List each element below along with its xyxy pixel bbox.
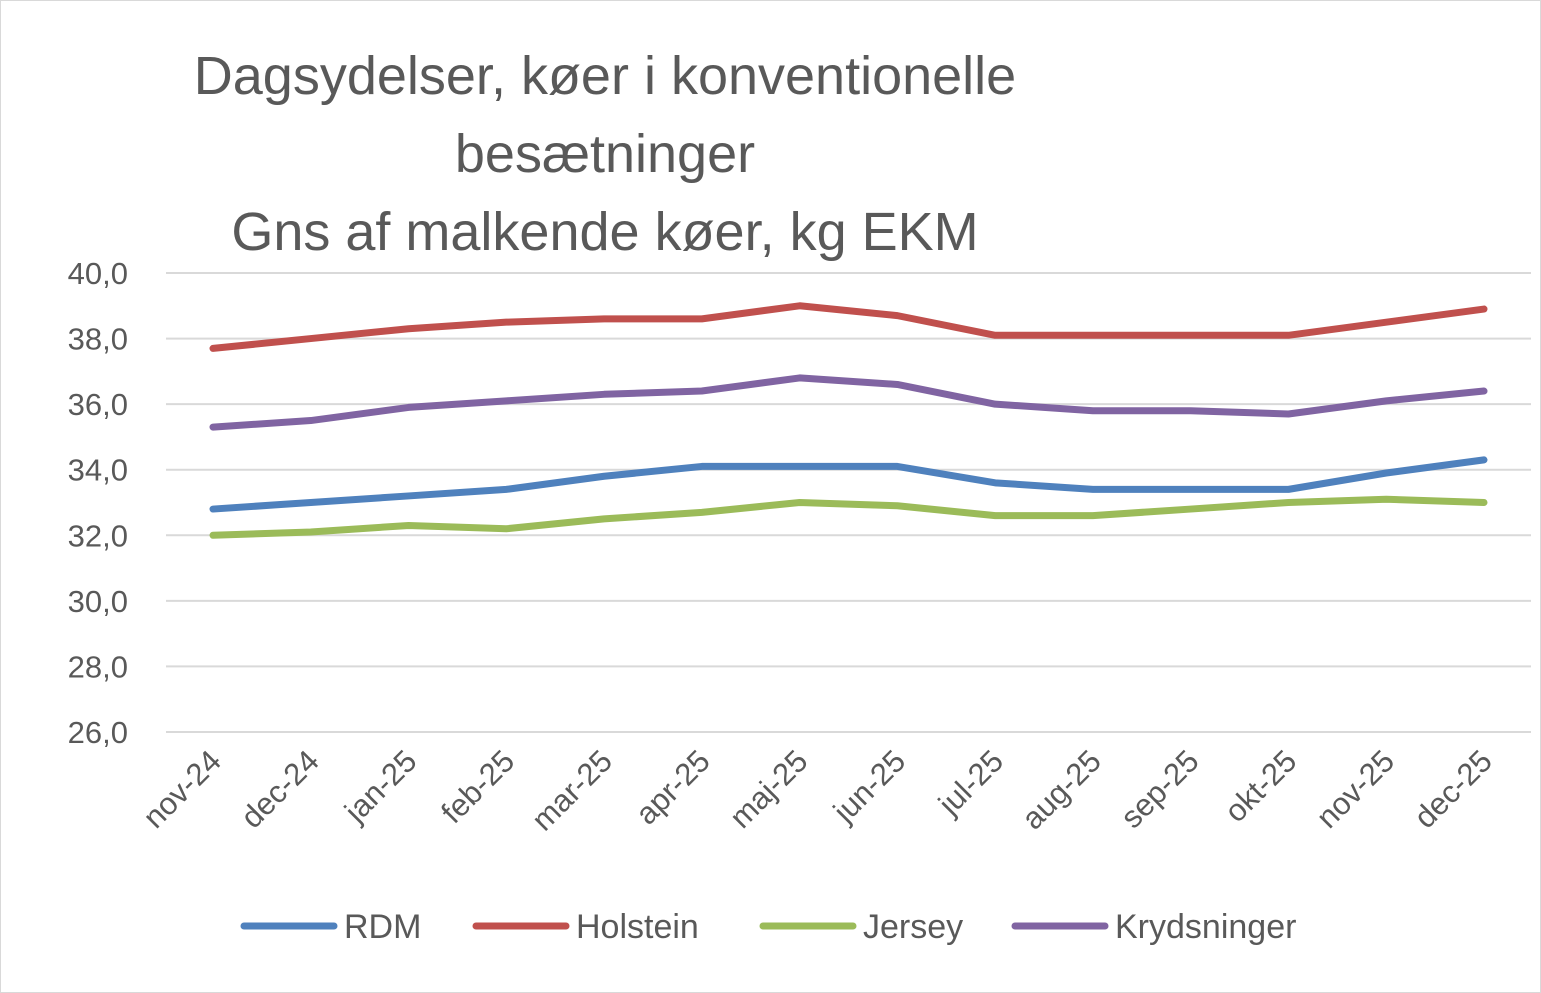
y-tick-label: 30,0: [68, 584, 128, 619]
series-line-jersey: [209, 495, 1488, 539]
y-tick-label: 26,0: [68, 715, 128, 750]
x-tick-label: jan-25: [337, 743, 423, 829]
x-tick-label: maj-25: [723, 743, 815, 835]
y-tick-label: 34,0: [68, 453, 128, 488]
y-tick-label: 38,0: [68, 322, 128, 357]
legend-label-krydsninger: Krydsninger: [1115, 908, 1296, 946]
x-tick-label: okt-25: [1218, 743, 1304, 829]
x-tick-label: aug-25: [1015, 743, 1108, 836]
x-tick-label: sep-25: [1114, 743, 1206, 835]
chart-title-line-3: Gns af malkende køer, kg EKM: [231, 202, 978, 262]
x-tick-label: dec-24: [234, 743, 326, 835]
x-tick-label: nov-24: [136, 743, 228, 835]
y-tick-label: 32,0: [68, 518, 128, 553]
series-line-rdm: [209, 456, 1488, 513]
x-tick-label: mar-25: [525, 743, 619, 837]
x-tick-label: dec-25: [1407, 743, 1499, 835]
x-tick-label: nov-25: [1309, 743, 1401, 835]
legend-label-rdm: RDM: [344, 908, 421, 946]
chart-title-line-1: Dagsydelser, køer i konventionelle: [194, 46, 1016, 106]
x-tick-label: jun-25: [826, 743, 912, 829]
legend-label-jersey: Jersey: [863, 908, 963, 946]
x-tick-label: apr-25: [629, 743, 717, 831]
series-line-krydsninger: [209, 374, 1488, 431]
x-tick-label: feb-25: [434, 743, 521, 830]
legend-label-holstein: Holstein: [576, 908, 699, 946]
x-tick-label: jul-25: [931, 743, 1010, 822]
series-line-holstein: [209, 302, 1488, 352]
y-tick-label: 40,0: [68, 256, 128, 291]
y-tick-label: 28,0: [68, 649, 128, 684]
y-tick-label: 36,0: [68, 387, 128, 422]
chart-title-line-2: besætninger: [455, 124, 755, 184]
